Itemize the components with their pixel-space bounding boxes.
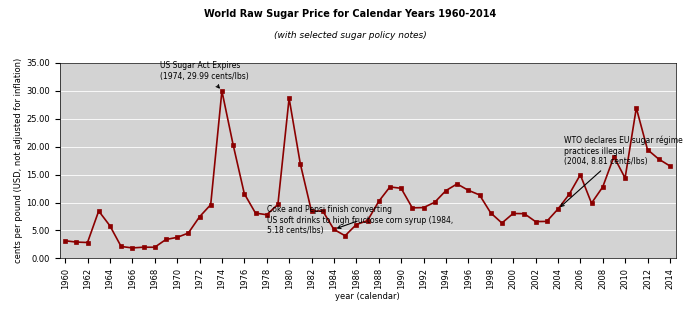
Text: Coke and Pepsi finish converting
US soft drinks to high fructose corn syrup (198: Coke and Pepsi finish converting US soft… bbox=[267, 205, 453, 235]
Text: US Sugar Act Expires
(1974, 29.99 cents/lbs): US Sugar Act Expires (1974, 29.99 cents/… bbox=[160, 61, 249, 88]
X-axis label: year (calendar): year (calendar) bbox=[335, 292, 400, 301]
Text: World Raw Sugar Price for Calendar Years 1960-2014: World Raw Sugar Price for Calendar Years… bbox=[204, 9, 496, 20]
Text: WTO declares EU sugar régime
practices illegal
(2004, 8.81 cents/lbs): WTO declares EU sugar régime practices i… bbox=[561, 136, 682, 206]
Y-axis label: cents per pound (USD, not adjusted for inflation): cents per pound (USD, not adjusted for i… bbox=[14, 58, 23, 263]
Text: (with selected sugar policy notes): (with selected sugar policy notes) bbox=[274, 32, 426, 41]
